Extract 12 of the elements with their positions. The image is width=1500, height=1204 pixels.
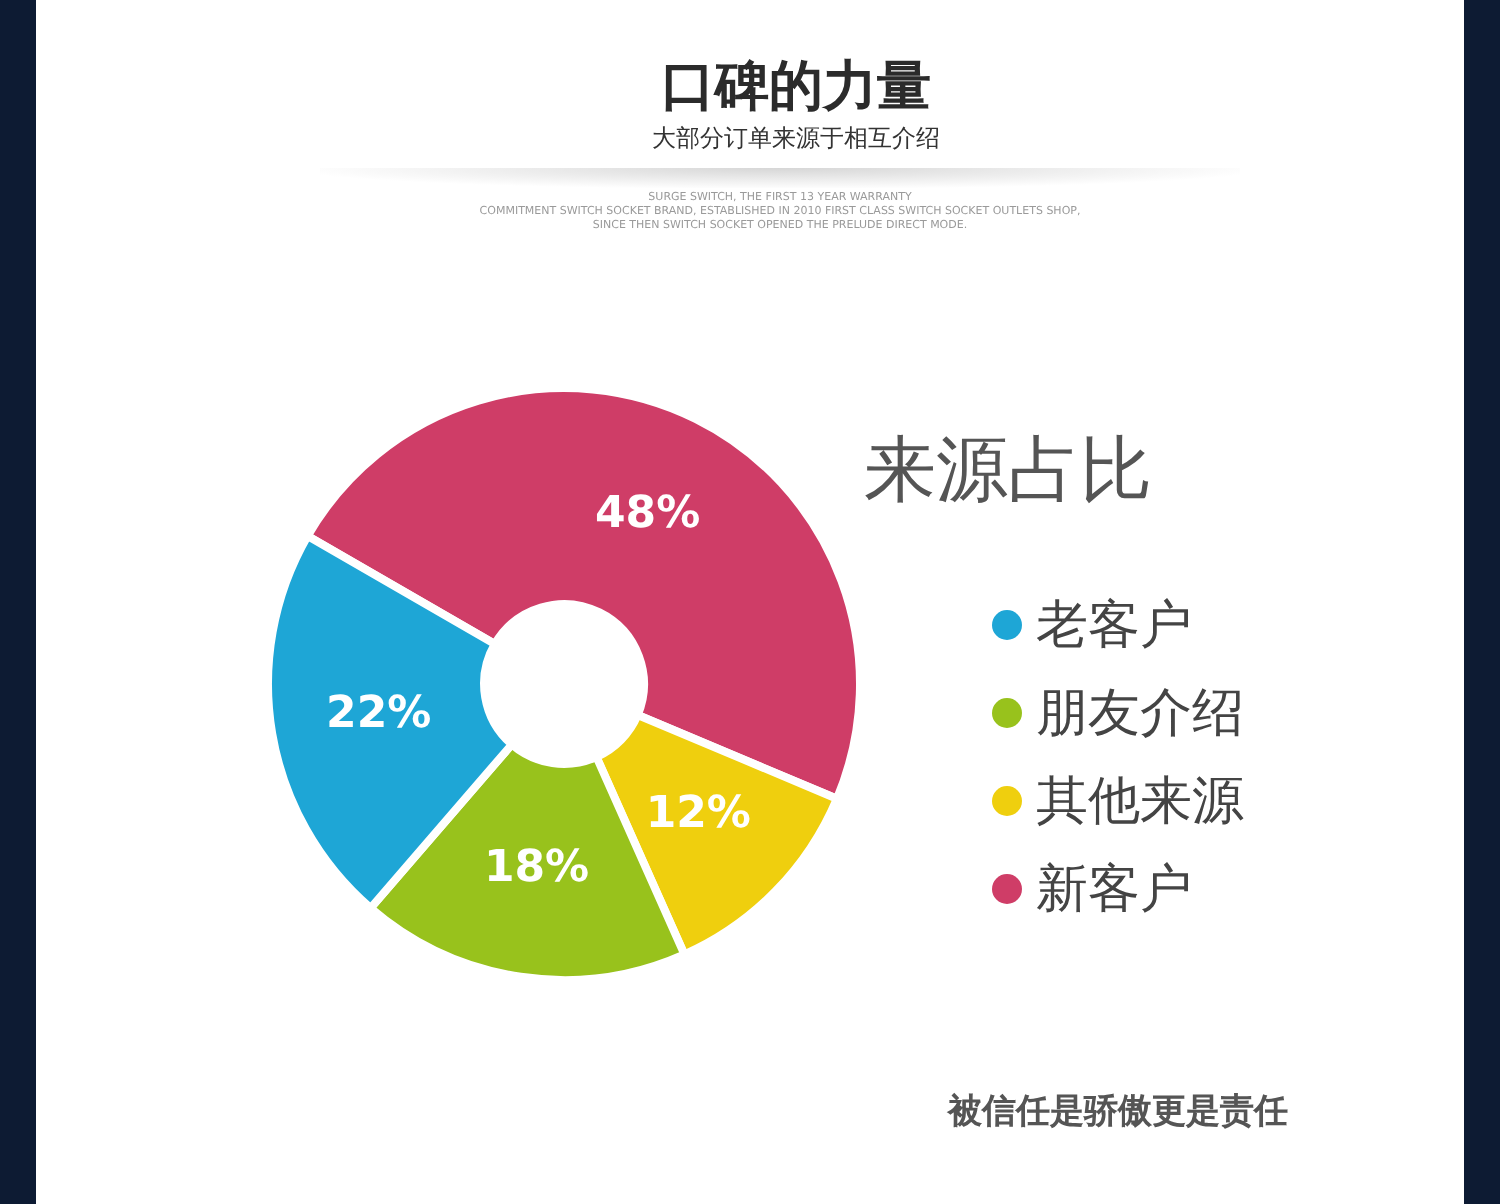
text: 被信任是骄傲更是责任 bbox=[948, 1090, 1288, 1134]
legend-title: 来源占比 bbox=[864, 428, 1154, 516]
legend-label: 老客户 bbox=[1036, 593, 1192, 659]
legend-label: 新客户 bbox=[1036, 857, 1192, 923]
data-label: 22% bbox=[326, 688, 432, 739]
data-label: 18% bbox=[483, 843, 590, 894]
data-label: 48% bbox=[594, 489, 701, 540]
legend-label: 朋友介绍 bbox=[1036, 681, 1244, 747]
data-label: 12% bbox=[645, 788, 751, 839]
legend-label: 其他来源 bbox=[1036, 769, 1244, 835]
chart-title: 口碑的力量 bbox=[659, 56, 933, 120]
chart-subtitle: 大部分订单来源于相互介绍 bbox=[650, 124, 942, 154]
